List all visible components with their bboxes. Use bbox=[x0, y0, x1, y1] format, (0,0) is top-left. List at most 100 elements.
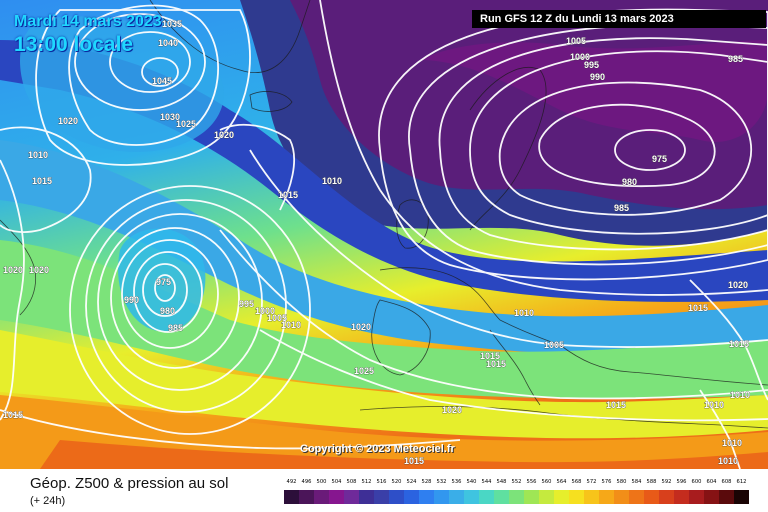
scale-label: 568 bbox=[572, 479, 582, 485]
scale-swatch bbox=[404, 490, 419, 504]
isobar-norse-low-975 bbox=[614, 129, 686, 171]
scale-swatch bbox=[674, 490, 689, 504]
pressure-label: 1040 bbox=[158, 38, 178, 48]
scale-swatch bbox=[374, 490, 389, 504]
forecast-date: Mardi 14 mars 2023 bbox=[14, 13, 162, 30]
scale-label: 540 bbox=[467, 479, 477, 485]
scale-label: 492 bbox=[287, 479, 297, 485]
pressure-label: 1020 bbox=[214, 130, 234, 140]
legend-title: Géop. Z500 & pression au sol bbox=[30, 475, 229, 492]
pressure-label: 1015 bbox=[278, 190, 298, 200]
iberia-coast bbox=[371, 299, 431, 376]
british-isles-coast bbox=[396, 199, 429, 249]
isobar-high-1035 bbox=[74, 13, 206, 111]
scandinavia-coast bbox=[469, 67, 547, 231]
pressure-label: 1005 bbox=[267, 313, 287, 323]
isobar-low-980 bbox=[142, 263, 188, 317]
scale-swatch bbox=[464, 490, 479, 504]
map-canvas: 1035 1040 1045 1030 1025 1020 1010 1015 … bbox=[0, 0, 768, 469]
isobar-high-1030 bbox=[68, 4, 220, 146]
isobar-1015-mid bbox=[249, 149, 768, 348]
isobar-norse-low-995 bbox=[438, 37, 768, 251]
isobar-1020-greenland-east bbox=[219, 123, 295, 211]
scale-label: 508 bbox=[347, 479, 357, 485]
scale-swatch bbox=[524, 490, 539, 504]
pressure-label: 1015 bbox=[32, 176, 52, 186]
pressure-label: 1020 bbox=[351, 322, 371, 332]
scale-swatch bbox=[704, 490, 719, 504]
pressure-label: 1005 bbox=[566, 36, 586, 46]
pressure-label: 1010 bbox=[281, 320, 301, 330]
pressure-label: 985 bbox=[168, 323, 183, 333]
isobar-1025-south bbox=[259, 329, 768, 422]
scale-label: 496 bbox=[302, 479, 312, 485]
scale-label: 524 bbox=[407, 479, 418, 485]
pressure-label: 995 bbox=[239, 299, 254, 309]
isobar-1010-north bbox=[319, 0, 768, 296]
europe-coast bbox=[379, 267, 768, 386]
greenland-coast bbox=[149, 0, 311, 73]
isobar-low-1010 bbox=[69, 185, 311, 435]
pressure-label: 1015 bbox=[688, 303, 708, 313]
scale-swatch bbox=[659, 490, 674, 504]
legend-subtitle: (+ 24h) bbox=[30, 495, 66, 507]
pressure-label: 1015 bbox=[729, 339, 749, 349]
scale-label: 532 bbox=[437, 479, 447, 485]
scale-swatch bbox=[299, 490, 314, 504]
canada-coast bbox=[0, 219, 37, 316]
italy-coast bbox=[489, 329, 541, 406]
pressure-label: 1020 bbox=[728, 280, 748, 290]
pressure-label: 1020 bbox=[442, 405, 462, 415]
isobar-norse-low-1005 bbox=[378, 8, 768, 281]
scale-swatch bbox=[719, 490, 734, 504]
pressure-label: 1010 bbox=[28, 150, 48, 160]
isobar-norse-low-980 bbox=[538, 103, 716, 188]
scale-swatch bbox=[344, 490, 359, 504]
isobar-1015-west bbox=[0, 159, 25, 421]
scale-swatch bbox=[629, 490, 644, 504]
scale-swatch bbox=[314, 490, 329, 504]
scale-swatch bbox=[614, 490, 629, 504]
weather-map: 1035 1040 1045 1030 1025 1020 1010 1015 … bbox=[0, 0, 768, 469]
isobar-low-1000 bbox=[97, 213, 263, 391]
pressure-label: 990 bbox=[590, 72, 605, 82]
pressure-label: 1020 bbox=[3, 265, 23, 275]
scale-label: 548 bbox=[497, 479, 507, 485]
pressure-label: 1010 bbox=[730, 390, 750, 400]
model-run-banner: Run GFS 12 Z du Lundi 13 mars 2023 bbox=[472, 10, 766, 28]
scale-label: 504 bbox=[332, 479, 343, 485]
scale-label: 544 bbox=[482, 479, 493, 485]
pressure-label: 1015 bbox=[606, 400, 626, 410]
pressure-label: 990 bbox=[124, 295, 139, 305]
pressure-label: 1010 bbox=[718, 456, 738, 466]
pressure-label: 985 bbox=[728, 54, 743, 64]
scale-label: 536 bbox=[452, 479, 462, 485]
pressure-label: 1025 bbox=[176, 119, 196, 129]
pressure-label: 1010 bbox=[322, 176, 342, 186]
legend-footer: Géop. Z500 & pression au sol (+ 24h) 492… bbox=[0, 469, 768, 512]
scale-label: 516 bbox=[377, 479, 387, 485]
isobar-1015-east bbox=[689, 279, 768, 401]
scale-label: 588 bbox=[647, 479, 657, 485]
north-africa-coast bbox=[359, 406, 768, 429]
forecast-local-time: 13:00 locale bbox=[14, 33, 134, 56]
z500-color-scale: 492 496 500 504 508 512 516 520 524 528 532 536 540 5… bbox=[284, 479, 749, 504]
pressure-label: 1005 bbox=[544, 340, 564, 350]
scale-label: 600 bbox=[692, 479, 702, 485]
scale-label: 580 bbox=[617, 479, 627, 485]
isobar-1020-azores bbox=[0, 409, 461, 450]
scale-label: 596 bbox=[677, 479, 687, 485]
scale-swatch bbox=[599, 490, 614, 504]
scale-swatch bbox=[734, 490, 749, 504]
pressure-label: 1015 bbox=[3, 410, 23, 420]
scale-swatch bbox=[329, 490, 344, 504]
scale-label: 564 bbox=[557, 479, 568, 485]
scale-swatch bbox=[509, 490, 524, 504]
scale-label: 560 bbox=[542, 479, 552, 485]
scale-swatch bbox=[434, 490, 449, 504]
isobar-low-975 bbox=[154, 274, 176, 302]
isobar-norse-low-990 bbox=[469, 50, 768, 235]
pressure-label: 1015 bbox=[480, 351, 500, 361]
pressure-label: 1045 bbox=[152, 76, 172, 86]
pressure-label: 980 bbox=[622, 177, 637, 187]
